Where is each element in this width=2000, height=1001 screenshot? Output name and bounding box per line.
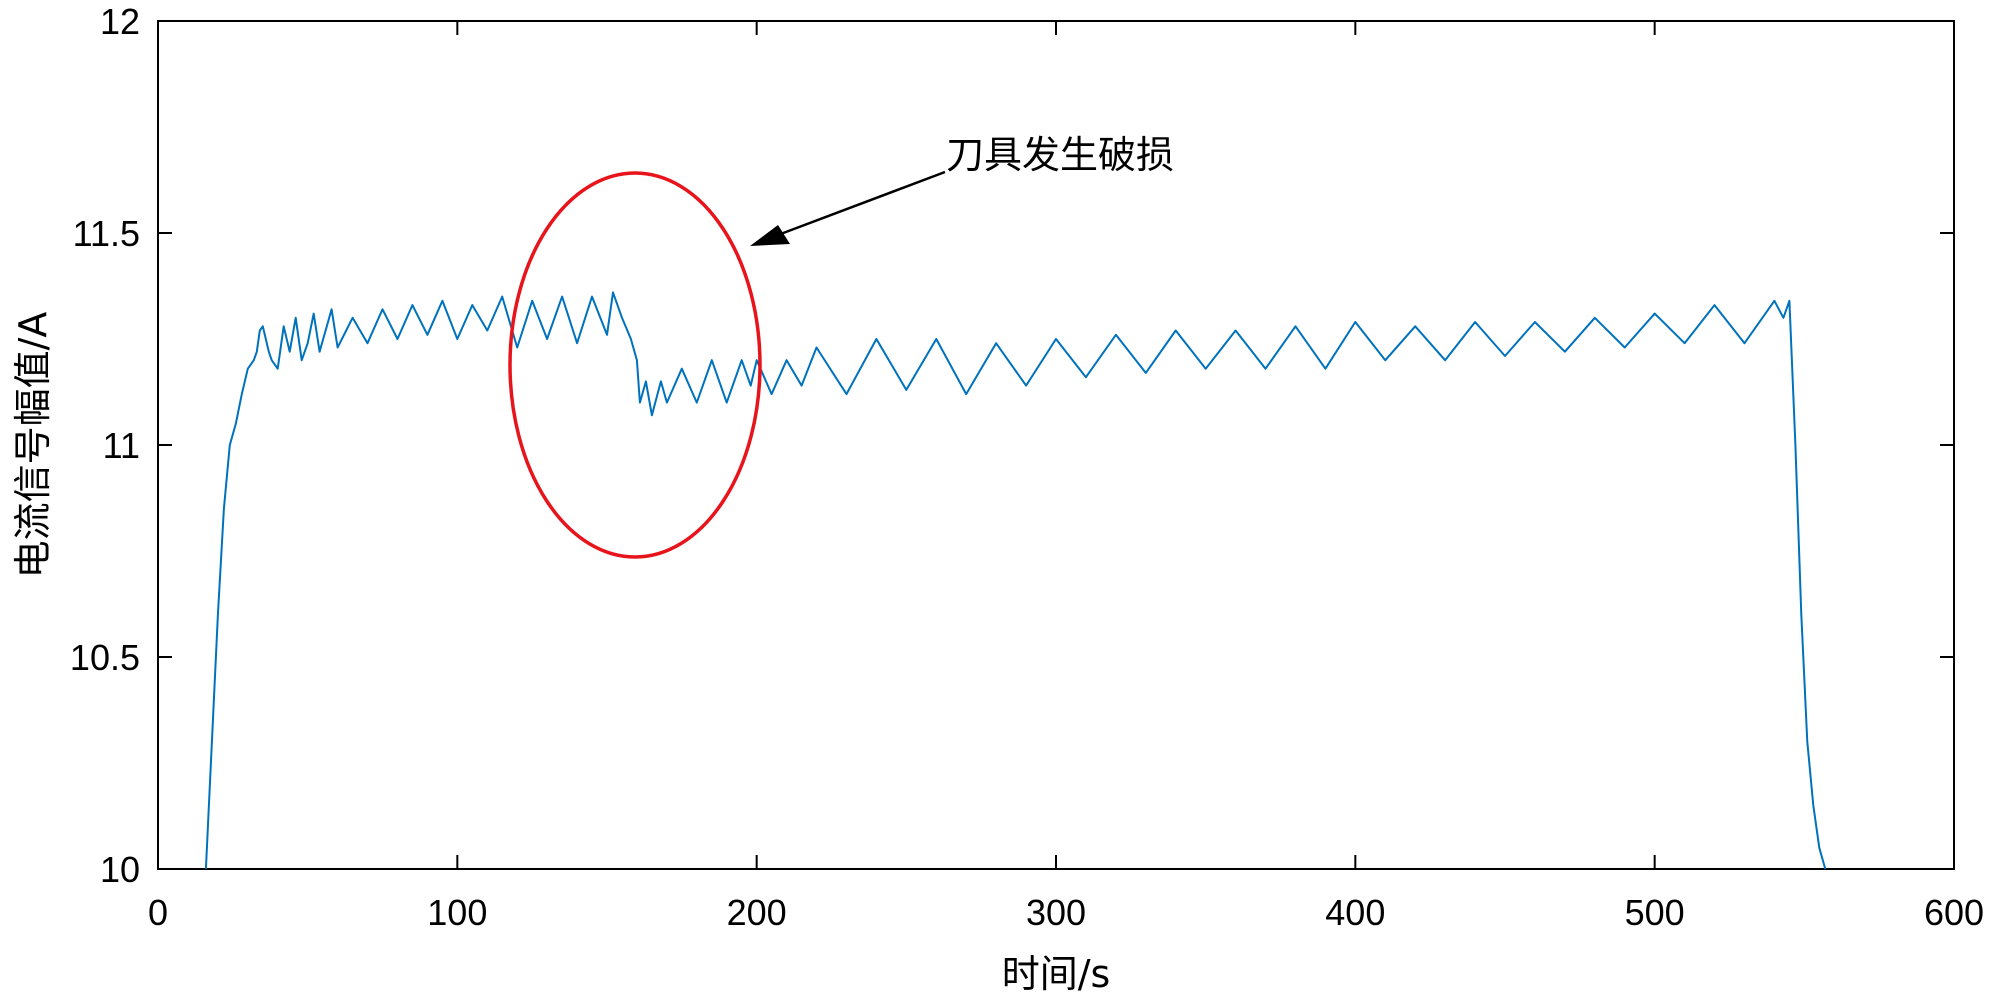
series-line [204,291,1827,870]
plot-area-frame [157,20,1955,870]
x-tick-label: 300 [1026,892,1086,933]
x-tick-label: 0 [148,892,168,933]
x-tick-label: 500 [1625,892,1685,933]
x-tick-label: 400 [1325,892,1385,933]
y-axis-title: 电流信号幅值/A [11,312,55,579]
y-tick-labels: 10 10.5 11 11.5 12 [70,1,140,890]
y-tick-label: 10.5 [70,637,140,678]
x-tick-label: 100 [427,892,487,933]
x-tick-label: 200 [727,892,787,933]
x-tick-label: 600 [1924,892,1984,933]
annotation-arrow-line [769,170,946,240]
annotation-arrowhead [750,225,790,246]
y-tick-label: 12 [100,1,140,42]
y-tick-label: 11 [103,425,140,466]
y-tick-label: 11.5 [73,213,140,254]
y-tick-label: 10 [100,849,140,890]
x-axis-title: 时间/s [1002,952,1111,996]
ticks-layer [157,20,1955,870]
x-tick-labels: 0 100 200 300 400 500 600 [148,892,1984,933]
annotation-label: 刀具发生破损 [946,133,1174,177]
damage-highlight-ellipse [508,171,762,559]
